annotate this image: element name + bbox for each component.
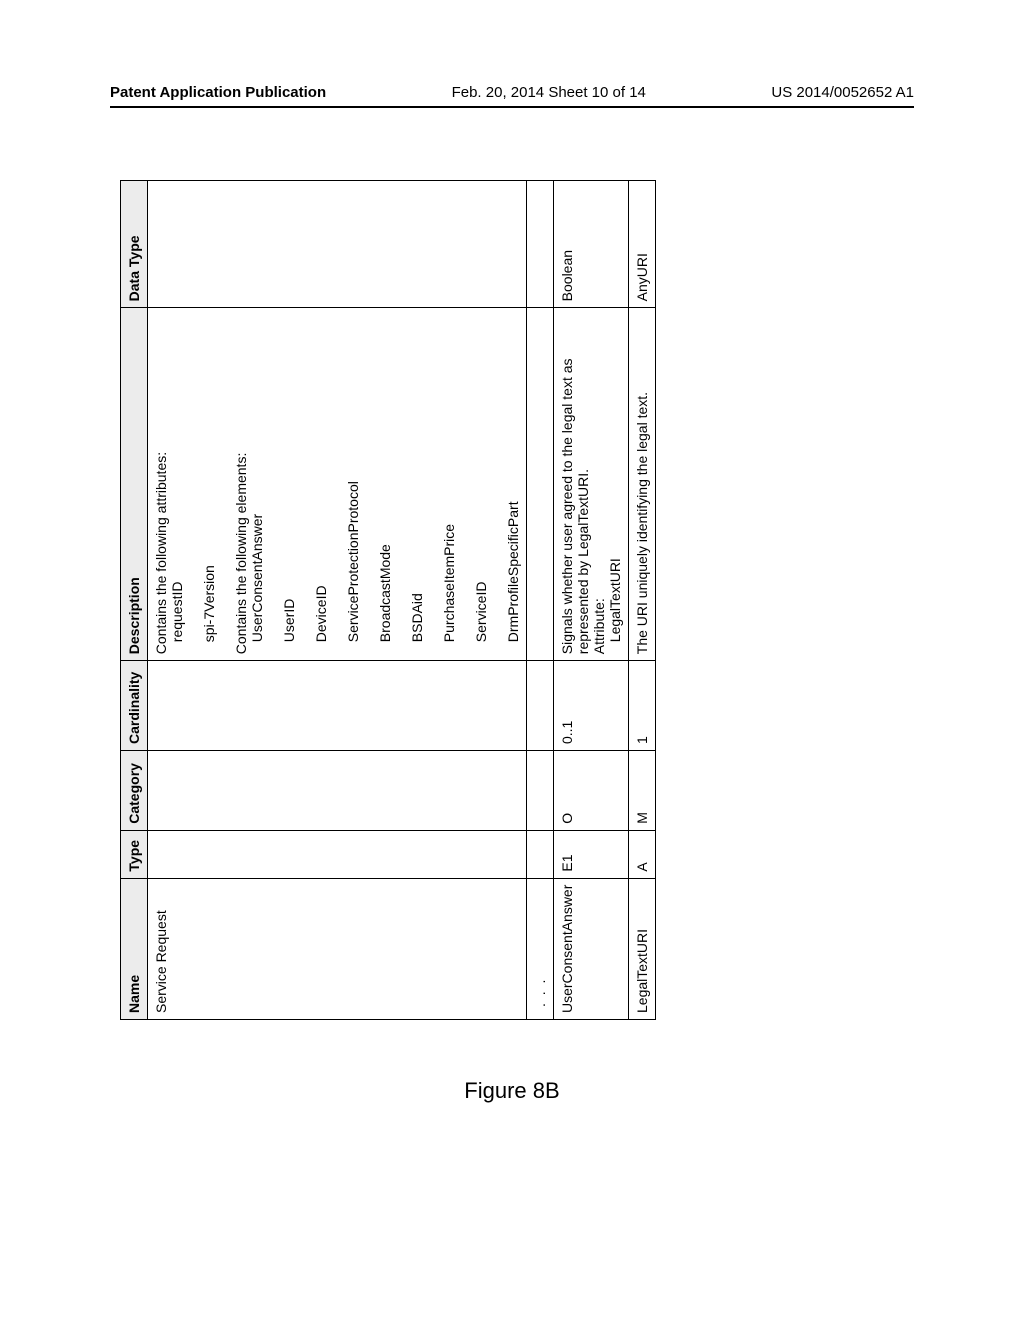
table-header-row: Name Type Category Cardinality Descripti… [121,181,148,1020]
desc-indent-line: UserConsentAnswer [249,314,265,642]
desc-indent-line: ServiceProtectionProtocol [345,314,361,642]
desc-indent-line: BroadcastMode [377,314,393,642]
cell-category: M [629,751,656,831]
cell-description: Contains the following attributes:reques… [148,308,527,661]
table-row: . . . [527,181,554,1020]
table-row: Service Request Contains the following at… [148,181,527,1020]
desc-indent-line: PurchaseItemPrice [441,314,457,642]
cell-name: . . . [527,878,554,1019]
desc-indent-line: ServiceID [473,314,489,642]
header-left: Patent Application Publication [110,84,326,101]
cell-datatype [148,181,527,308]
th-description: Description [121,308,148,661]
desc-indent-line: requestID [169,314,185,642]
cell-cardinality [527,661,554,751]
page-header: Patent Application Publication Feb. 20, … [0,84,1024,101]
header-rule [110,106,914,108]
th-cardinality: Cardinality [121,661,148,751]
table-body: Service Request Contains the following at… [148,181,656,1020]
cell-category [527,751,554,831]
cell-datatype: AnyURI [629,181,656,308]
cell-description: The URI uniquely identifying the legal t… [629,308,656,661]
rotated-content: Name Type Category Cardinality Descripti… [120,180,656,1020]
cell-cardinality: 1 [629,661,656,751]
cell-type: E1 [554,830,629,878]
desc-indent-line: UserID [281,314,297,642]
desc-indent-line: DrmProfileSpecificPart [505,314,521,642]
cell-cardinality [148,661,527,751]
cell-datatype: Boolean [554,181,629,308]
th-category: Category [121,751,148,831]
cell-name: Service Request [148,878,527,1019]
th-datatype: Data Type [121,181,148,308]
cell-datatype [527,181,554,308]
cell-category: O [554,751,629,831]
figure-area: Name Type Category Cardinality Descripti… [120,180,910,1080]
cell-description: Signals whether user agreed to the legal… [554,308,629,661]
cell-name: UserConsentAnswer [554,878,629,1019]
desc-indent-line: DeviceID [313,314,329,642]
cell-category [148,751,527,831]
spec-table: Name Type Category Cardinality Descripti… [120,180,656,1020]
th-type: Type [121,830,148,878]
cell-type [527,830,554,878]
th-name: Name [121,878,148,1019]
cell-name: LegalTextURI [629,878,656,1019]
header-center: Feb. 20, 2014 Sheet 10 of 14 [452,84,646,101]
cell-type [148,830,527,878]
cell-cardinality: 0..1 [554,661,629,751]
table-row: UserConsentAnswerE1O0..1Signals whether … [554,181,629,1020]
desc-indent-line: spi-7Version [201,314,217,642]
header-right: US 2014/0052652 A1 [771,84,914,101]
desc-indent-line: LegalTextURI [607,314,623,642]
desc-indent-line: BSDAid [409,314,425,642]
cell-description [527,308,554,661]
cell-type: A [629,830,656,878]
table-row: LegalTextURIAM1The URI uniquely identify… [629,181,656,1020]
figure-caption: Figure 8B [0,1078,1024,1104]
